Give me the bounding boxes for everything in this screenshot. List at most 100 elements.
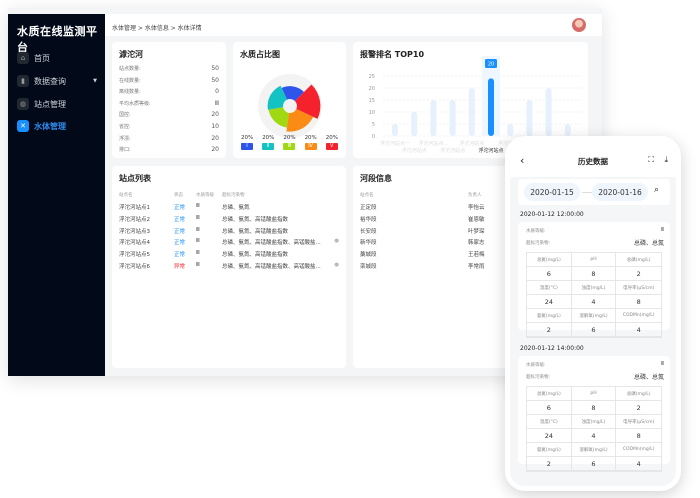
section-owner: 韩家志	[468, 240, 485, 247]
chart-icon[interactable]: ⛶	[648, 155, 654, 164]
sidebar-item-label: 数据查询	[34, 76, 66, 86]
record-time: 2020-01-12 12:00:00	[520, 211, 584, 218]
station-name: 浮沱河站点6	[119, 264, 150, 270]
mobile-title: 历史数据	[578, 157, 608, 166]
sidebar-item-data-query[interactable]: ▮ 数据查询 ▼	[17, 75, 97, 87]
globe-icon: ◍	[17, 98, 29, 110]
table-row[interactable]: 浮沱河站点1 正常 Ⅲ 总磷、氨氮	[119, 203, 339, 211]
y-tick-label: 10	[369, 110, 375, 116]
bar[interactable]	[468, 88, 475, 136]
table-row[interactable]: 裕华段 崔恩敏	[360, 215, 485, 223]
water-icon: ✕	[17, 120, 29, 132]
rose-slice[interactable]	[294, 84, 321, 119]
rose-slice[interactable]	[286, 108, 314, 132]
legend-item[interactable]: 20% Ⅰ	[241, 135, 253, 150]
table-row[interactable]: 藁城段 王若梅	[360, 250, 485, 258]
bar[interactable]	[545, 88, 552, 136]
measurement-grid: 总氮(mg/L) pH 总磷(mg/L) 6 8 2 温度(°C) 浊度(mg/L) 电导率(μ…	[526, 252, 662, 338]
back-icon[interactable]: ‹	[520, 154, 525, 167]
column-header: 负责人	[468, 193, 482, 198]
section-name: 新华段	[360, 240, 377, 247]
table-header: 站点名 状态 水质等级 超标污染物	[119, 192, 332, 198]
measurement-grid: 总氮(mg/L) pH 总磷(mg/L) 6 8 2 温度(°C) 浊度(mg/L) 电导率(μ…	[526, 386, 662, 472]
bar[interactable]	[392, 124, 398, 136]
chevron-down-icon: ▼	[93, 78, 97, 84]
summary-row: 浮漂: 20	[119, 135, 219, 142]
bar[interactable]	[449, 100, 456, 136]
date-from-input[interactable]: 2020-01-15	[524, 183, 580, 201]
section-owner: 叶梦琛	[468, 228, 485, 235]
x-tick-label: 浮沱河站点	[440, 147, 465, 154]
summary-value: 50	[211, 65, 219, 72]
info-icon[interactable]: ●	[334, 238, 339, 245]
measurement-value: 8	[616, 429, 661, 443]
pollutant-label: 超标污染物:	[526, 375, 551, 380]
measurement-value: 4	[616, 323, 661, 337]
summary-row: 离线数量: 0	[119, 88, 219, 95]
x-tick-label: 浮沱河站点	[402, 147, 427, 154]
legend-item[interactable]: 20% Ⅱ	[262, 135, 274, 150]
summary-label: 浮漂:	[119, 135, 131, 142]
sidebar-item-label: 水体管理	[34, 121, 66, 131]
table-row[interactable]: 浮沱河站点5 正常 Ⅲ 总磷、氨氮、高锰酸盐指数	[119, 250, 339, 258]
table-row[interactable]: 浮沱河站点2 正常 Ⅲ 总磷、氨氮、高锰酸盐指数	[119, 215, 339, 223]
download-icon[interactable]: ⤓	[664, 155, 668, 164]
date-to-input[interactable]: 2020-01-16	[592, 183, 648, 201]
home-icon: ⌂	[17, 52, 29, 64]
legend-item[interactable]: 20% Ⅲ	[283, 135, 296, 150]
rose-slice[interactable]	[267, 85, 288, 110]
legend-pct: 20%	[304, 135, 317, 141]
bar[interactable]	[488, 78, 494, 136]
section-name: 藁城段	[360, 252, 377, 259]
station-name: 浮沱河站点2	[119, 216, 150, 223]
bar[interactable]	[526, 100, 533, 136]
table-row[interactable]: 浮沱河站点4 正常 Ⅲ 总磷、氨氮、高锰酸盐指数、高锰酸盐... ●	[119, 238, 339, 246]
bar[interactable]	[564, 124, 571, 136]
table-row[interactable]: 新华段 韩家志	[360, 238, 485, 246]
y-tick-label: 25	[369, 74, 375, 80]
breadcrumb[interactable]: 水体管理 > 水体信息 > 水体详情	[112, 25, 202, 32]
column-header: 超标污染物	[222, 193, 245, 198]
bar[interactable]	[507, 124, 514, 136]
legend-label: Ⅲ	[283, 143, 296, 150]
station-name: 浮沱河站点3	[119, 228, 150, 235]
tooltip	[485, 59, 497, 68]
summary-label: 离线数量:	[119, 89, 141, 96]
measurement-label: 电导率(μS/cm)	[616, 415, 661, 429]
sidebar-item-water[interactable]: ✕ 水体管理	[17, 120, 97, 132]
summary-label: 平均水质等级:	[119, 100, 151, 107]
legend-item[interactable]: 20% Ⅴ	[325, 135, 338, 150]
table-row[interactable]: 浮沱河站点6 异常 Ⅲ 总磷、氨氮、高锰酸盐指数、高锰酸盐... ●	[119, 262, 339, 270]
section-owner: 李常雨	[468, 264, 485, 270]
summary-label: 在线数量:	[119, 77, 141, 84]
legend-label: Ⅴ	[325, 143, 338, 150]
legend-label: Ⅳ	[304, 143, 317, 150]
table-row[interactable]: 浮沱河站点3 正常 Ⅲ 总磷、氨氮、高锰酸盐指数	[119, 227, 339, 235]
x-tick-label: 浮沱河站点一	[380, 140, 410, 147]
bar[interactable]	[430, 100, 437, 136]
measurement-value: 4	[571, 429, 617, 443]
pollutants: 总磷、氨氮、高锰酸盐指数、高锰酸盐...	[222, 240, 321, 247]
rose-slice[interactable]	[268, 107, 290, 128]
rose-slice[interactable]	[281, 86, 305, 102]
summary-value: 50	[211, 76, 219, 84]
x-tick-label: 浮沱河站点...	[419, 140, 449, 147]
summary-value: Ⅲ	[214, 99, 219, 107]
summary-value: 20	[211, 111, 219, 119]
info-icon[interactable]: ●	[334, 262, 339, 268]
measurement-value: 2	[527, 323, 572, 337]
sidebar-item-home[interactable]: ⌂ 首页	[17, 52, 97, 64]
measurement-label: 电导率(μS/cm)	[616, 281, 661, 295]
level-label: 水质等级:	[526, 229, 546, 234]
measurement-value: 8	[616, 295, 661, 309]
table-row[interactable]: 长安段 叶梦琛	[360, 227, 485, 235]
table-row[interactable]: 正定段 李怡云	[360, 203, 485, 211]
search-icon[interactable]: ⌕	[654, 185, 660, 195]
legend-item[interactable]: 20% Ⅳ	[304, 135, 317, 150]
avatar[interactable]	[572, 18, 586, 32]
sidebar-item-stations[interactable]: ◍ 站点管理	[17, 98, 97, 110]
record-card: 水质等级: Ⅲ 超标污染物: 总磷、总氮 总氮(mg/L) pH 总磷(mg/L) 6…	[518, 356, 670, 472]
table-row[interactable]: 栾城段 李常雨	[360, 262, 485, 270]
water-level: Ⅲ	[196, 262, 200, 268]
bar[interactable]	[411, 112, 418, 136]
